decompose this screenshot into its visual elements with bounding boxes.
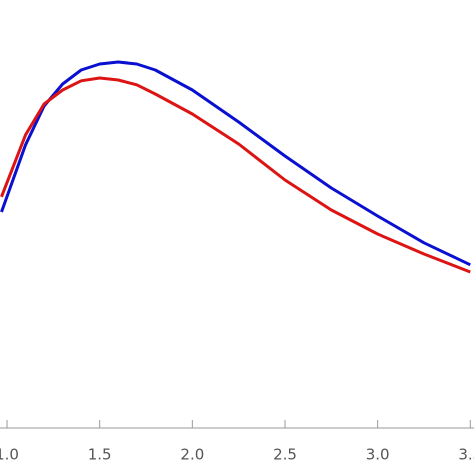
- x-tick-label: 1.5: [88, 446, 112, 464]
- line-series: [0, 76, 471, 274]
- x-tick-label: 2.5: [273, 446, 297, 464]
- x-tick-label: 3.5: [458, 446, 474, 464]
- x-tick-label: 3.0: [366, 446, 390, 464]
- x-tick-label: 2.0: [180, 446, 204, 464]
- x-tick-label: 1.0: [0, 446, 19, 464]
- line-series: [0, 60, 471, 267]
